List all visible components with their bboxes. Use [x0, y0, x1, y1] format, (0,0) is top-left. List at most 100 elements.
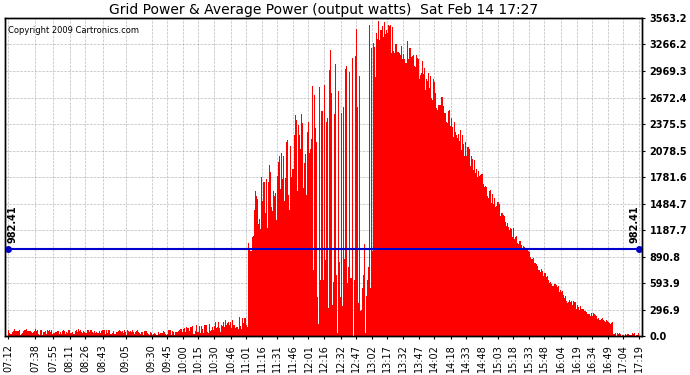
Bar	[150, 333, 152, 336]
Bar	[432, 100, 433, 336]
Bar	[165, 334, 166, 336]
Bar	[166, 334, 167, 336]
Bar	[573, 301, 574, 336]
Bar	[409, 48, 411, 336]
Bar	[553, 286, 555, 336]
Bar	[450, 126, 451, 336]
Bar	[119, 331, 121, 336]
Bar	[277, 176, 278, 336]
Bar	[26, 330, 28, 336]
Bar	[402, 59, 403, 336]
Bar	[318, 324, 319, 336]
Bar	[534, 264, 535, 336]
Bar	[251, 251, 252, 336]
Bar	[99, 331, 100, 336]
Bar	[260, 230, 262, 336]
Bar	[104, 330, 105, 336]
Bar	[454, 122, 455, 336]
Bar	[124, 330, 125, 336]
Bar	[426, 79, 427, 336]
Bar	[51, 330, 52, 336]
Bar	[436, 108, 437, 336]
Bar	[32, 332, 34, 336]
Bar	[557, 287, 558, 336]
Bar	[571, 301, 572, 336]
Bar	[634, 333, 635, 336]
Bar	[239, 327, 241, 336]
Bar	[471, 156, 472, 336]
Bar	[444, 113, 446, 336]
Bar	[127, 330, 128, 336]
Text: Copyright 2009 Cartronics.com: Copyright 2009 Cartronics.com	[8, 26, 139, 35]
Bar	[368, 267, 369, 336]
Bar	[401, 46, 402, 336]
Bar	[131, 332, 132, 336]
Bar	[273, 190, 274, 336]
Bar	[419, 78, 420, 336]
Bar	[564, 298, 565, 336]
Bar	[217, 327, 218, 336]
Bar	[95, 333, 96, 336]
Bar	[628, 334, 629, 336]
Bar	[442, 97, 443, 336]
Bar	[384, 34, 386, 336]
Bar	[158, 332, 159, 336]
Bar	[465, 142, 466, 336]
Bar	[499, 204, 500, 336]
Bar	[10, 334, 11, 336]
Bar	[489, 191, 491, 336]
Bar	[469, 166, 471, 336]
Bar	[483, 184, 484, 336]
Bar	[340, 297, 341, 336]
Bar	[36, 331, 37, 336]
Bar	[198, 332, 199, 336]
Bar	[72, 332, 73, 336]
Bar	[475, 173, 476, 336]
Bar	[374, 47, 375, 336]
Bar	[361, 310, 362, 336]
Bar	[463, 144, 464, 336]
Bar	[367, 280, 368, 336]
Bar	[345, 69, 346, 336]
Bar	[479, 176, 480, 336]
Bar	[530, 257, 531, 336]
Bar	[480, 175, 481, 336]
Bar	[170, 330, 171, 336]
Bar	[390, 25, 391, 336]
Bar	[446, 122, 447, 336]
Bar	[613, 334, 615, 336]
Bar	[18, 331, 19, 336]
Bar	[364, 244, 365, 336]
Bar	[243, 323, 244, 336]
Bar	[287, 140, 288, 336]
Bar	[191, 327, 192, 336]
Bar	[324, 260, 326, 336]
Bar	[317, 297, 318, 336]
Bar	[331, 93, 332, 336]
Bar	[226, 325, 227, 336]
Bar	[299, 148, 301, 336]
Bar	[574, 302, 575, 336]
Bar	[308, 122, 309, 336]
Bar	[398, 52, 399, 336]
Bar	[493, 204, 495, 336]
Bar	[181, 332, 183, 336]
Bar	[11, 334, 12, 336]
Bar	[601, 319, 602, 336]
Bar	[46, 334, 47, 336]
Bar	[19, 330, 20, 336]
Bar	[152, 334, 154, 336]
Bar	[34, 329, 36, 336]
Bar	[255, 191, 256, 336]
Bar	[495, 207, 497, 336]
Bar	[41, 330, 42, 336]
Bar	[187, 328, 188, 336]
Bar	[458, 134, 460, 336]
Bar	[513, 228, 514, 336]
Bar	[306, 195, 307, 336]
Bar	[452, 127, 453, 336]
Bar	[134, 334, 135, 336]
Bar	[249, 248, 250, 336]
Bar	[82, 333, 83, 336]
Bar	[68, 330, 69, 336]
